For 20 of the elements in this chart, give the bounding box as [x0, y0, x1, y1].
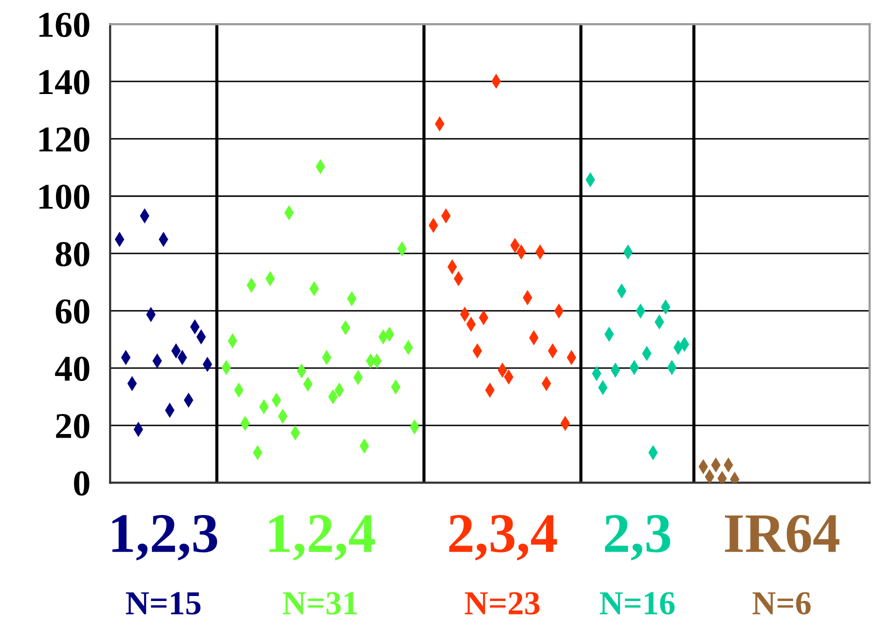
y-tick-label: 160 — [39, 12, 90, 38]
y-tick-label: 120 — [39, 127, 90, 152]
series-label: IR64 — [724, 515, 840, 552]
y-tick-label: 60 — [56, 299, 90, 324]
y-tick-label: 40 — [55, 356, 90, 381]
y-tick-label: 140 — [39, 70, 90, 94]
y-tick-label: 100 — [39, 184, 90, 210]
point — [704, 469, 714, 483]
y-tick-label: 20 — [56, 414, 90, 438]
text: N=31 — [282, 592, 357, 615]
series-label: 2,3 — [604, 515, 670, 560]
text: N=6 — [752, 592, 811, 615]
series-label: 2,3,4 — [449, 515, 557, 560]
text: N=16 — [600, 592, 675, 615]
series-label: 1,2,4 — [269, 515, 375, 560]
text: N=15 — [126, 592, 200, 615]
y-tick-label: 0 — [74, 471, 90, 496]
y-tick-label: 80 — [56, 242, 90, 266]
series-label: 1,2,3 — [112, 515, 218, 560]
text: N=23 — [464, 592, 540, 615]
